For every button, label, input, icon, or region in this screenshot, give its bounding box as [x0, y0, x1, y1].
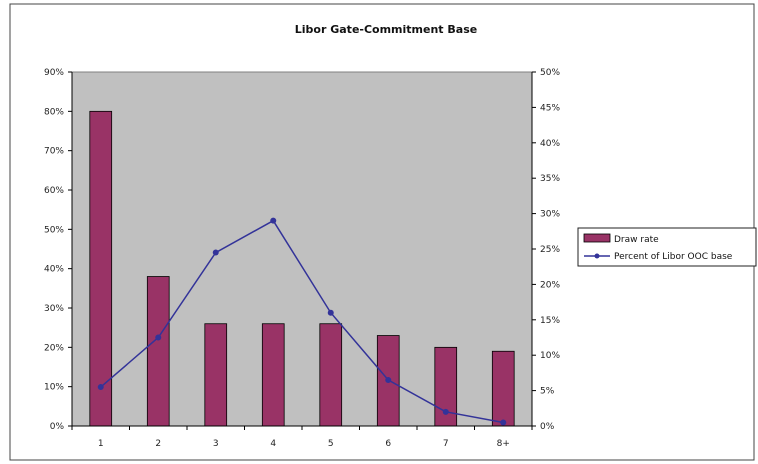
- line-point-4: [270, 217, 277, 224]
- y-right-tick-label: 5%: [540, 387, 555, 397]
- y-right-tick-label: 45%: [540, 103, 560, 113]
- legend: Draw rate Percent of Libor OOC base: [577, 227, 757, 267]
- line-point-1: [97, 384, 104, 391]
- bar-3: [204, 323, 228, 427]
- x-tick-label: 8+: [497, 439, 510, 449]
- y-right-tick-label: 50%: [540, 68, 560, 78]
- bars-layer: [89, 110, 515, 427]
- x-tick-label: 2: [155, 439, 161, 449]
- y-left-tick-label: 40%: [44, 265, 64, 275]
- bar-8+: [491, 350, 515, 427]
- bar-2: [146, 276, 170, 427]
- bar-4: [261, 323, 285, 427]
- x-tick-label: 1: [98, 439, 104, 449]
- legend-marker-line: [594, 253, 600, 259]
- y-right-tick-label: 25%: [540, 245, 560, 255]
- y-right-tick-label: 20%: [540, 280, 560, 290]
- line-point-7: [442, 408, 449, 415]
- line-series: [100, 219, 504, 424]
- x-tick-label: 5: [328, 439, 334, 449]
- bar-5: [319, 323, 343, 427]
- line-point-8+: [500, 419, 507, 426]
- line-layer: [97, 217, 507, 426]
- y-right-tick-label: 10%: [540, 351, 560, 361]
- x-tick-label: 3: [213, 439, 219, 449]
- y-left-tick-label: 80%: [44, 107, 64, 117]
- x-tick-label: 4: [270, 439, 276, 449]
- chart-title: Libor Gate-Commitment Base: [295, 23, 477, 36]
- x-tick-label: 7: [443, 439, 449, 449]
- x-tick-label: 6: [385, 439, 391, 449]
- y-left-tick-label: 0%: [50, 422, 65, 432]
- legend-swatch-draw-rate: [583, 233, 611, 243]
- y-left-tick-label: 60%: [44, 186, 64, 196]
- y-right-tick-label: 30%: [540, 210, 560, 220]
- y-right-tick-label: 35%: [540, 174, 560, 184]
- y-left-tick-label: 50%: [44, 225, 64, 235]
- line-point-5: [327, 309, 334, 316]
- line-point-6: [385, 376, 392, 383]
- y-left-tick-label: 10%: [44, 383, 64, 393]
- y-left-tick-label: 90%: [44, 68, 64, 78]
- legend-label-percent-of-base: Percent of Libor OOC base: [614, 252, 733, 262]
- y-left-tick-label: 30%: [44, 304, 64, 314]
- line-point-2: [155, 334, 162, 341]
- bar-1: [89, 110, 113, 427]
- y-right-tick-label: 15%: [540, 316, 560, 326]
- y-right-tick-label: 40%: [540, 139, 560, 149]
- y-left-tick-label: 70%: [44, 147, 64, 157]
- plot-area: [71, 71, 533, 427]
- legend-label-draw-rate: Draw rate: [614, 235, 659, 245]
- line-point-3: [212, 249, 219, 256]
- y-left-tick-label: 20%: [44, 343, 64, 353]
- axes-layer: 0% 10% 20% 30% 40% 50% 60% 70% 80% 90% 0% 5% 10% 15% 2…: [44, 68, 560, 449]
- y-right-tick-label: 0%: [540, 422, 555, 432]
